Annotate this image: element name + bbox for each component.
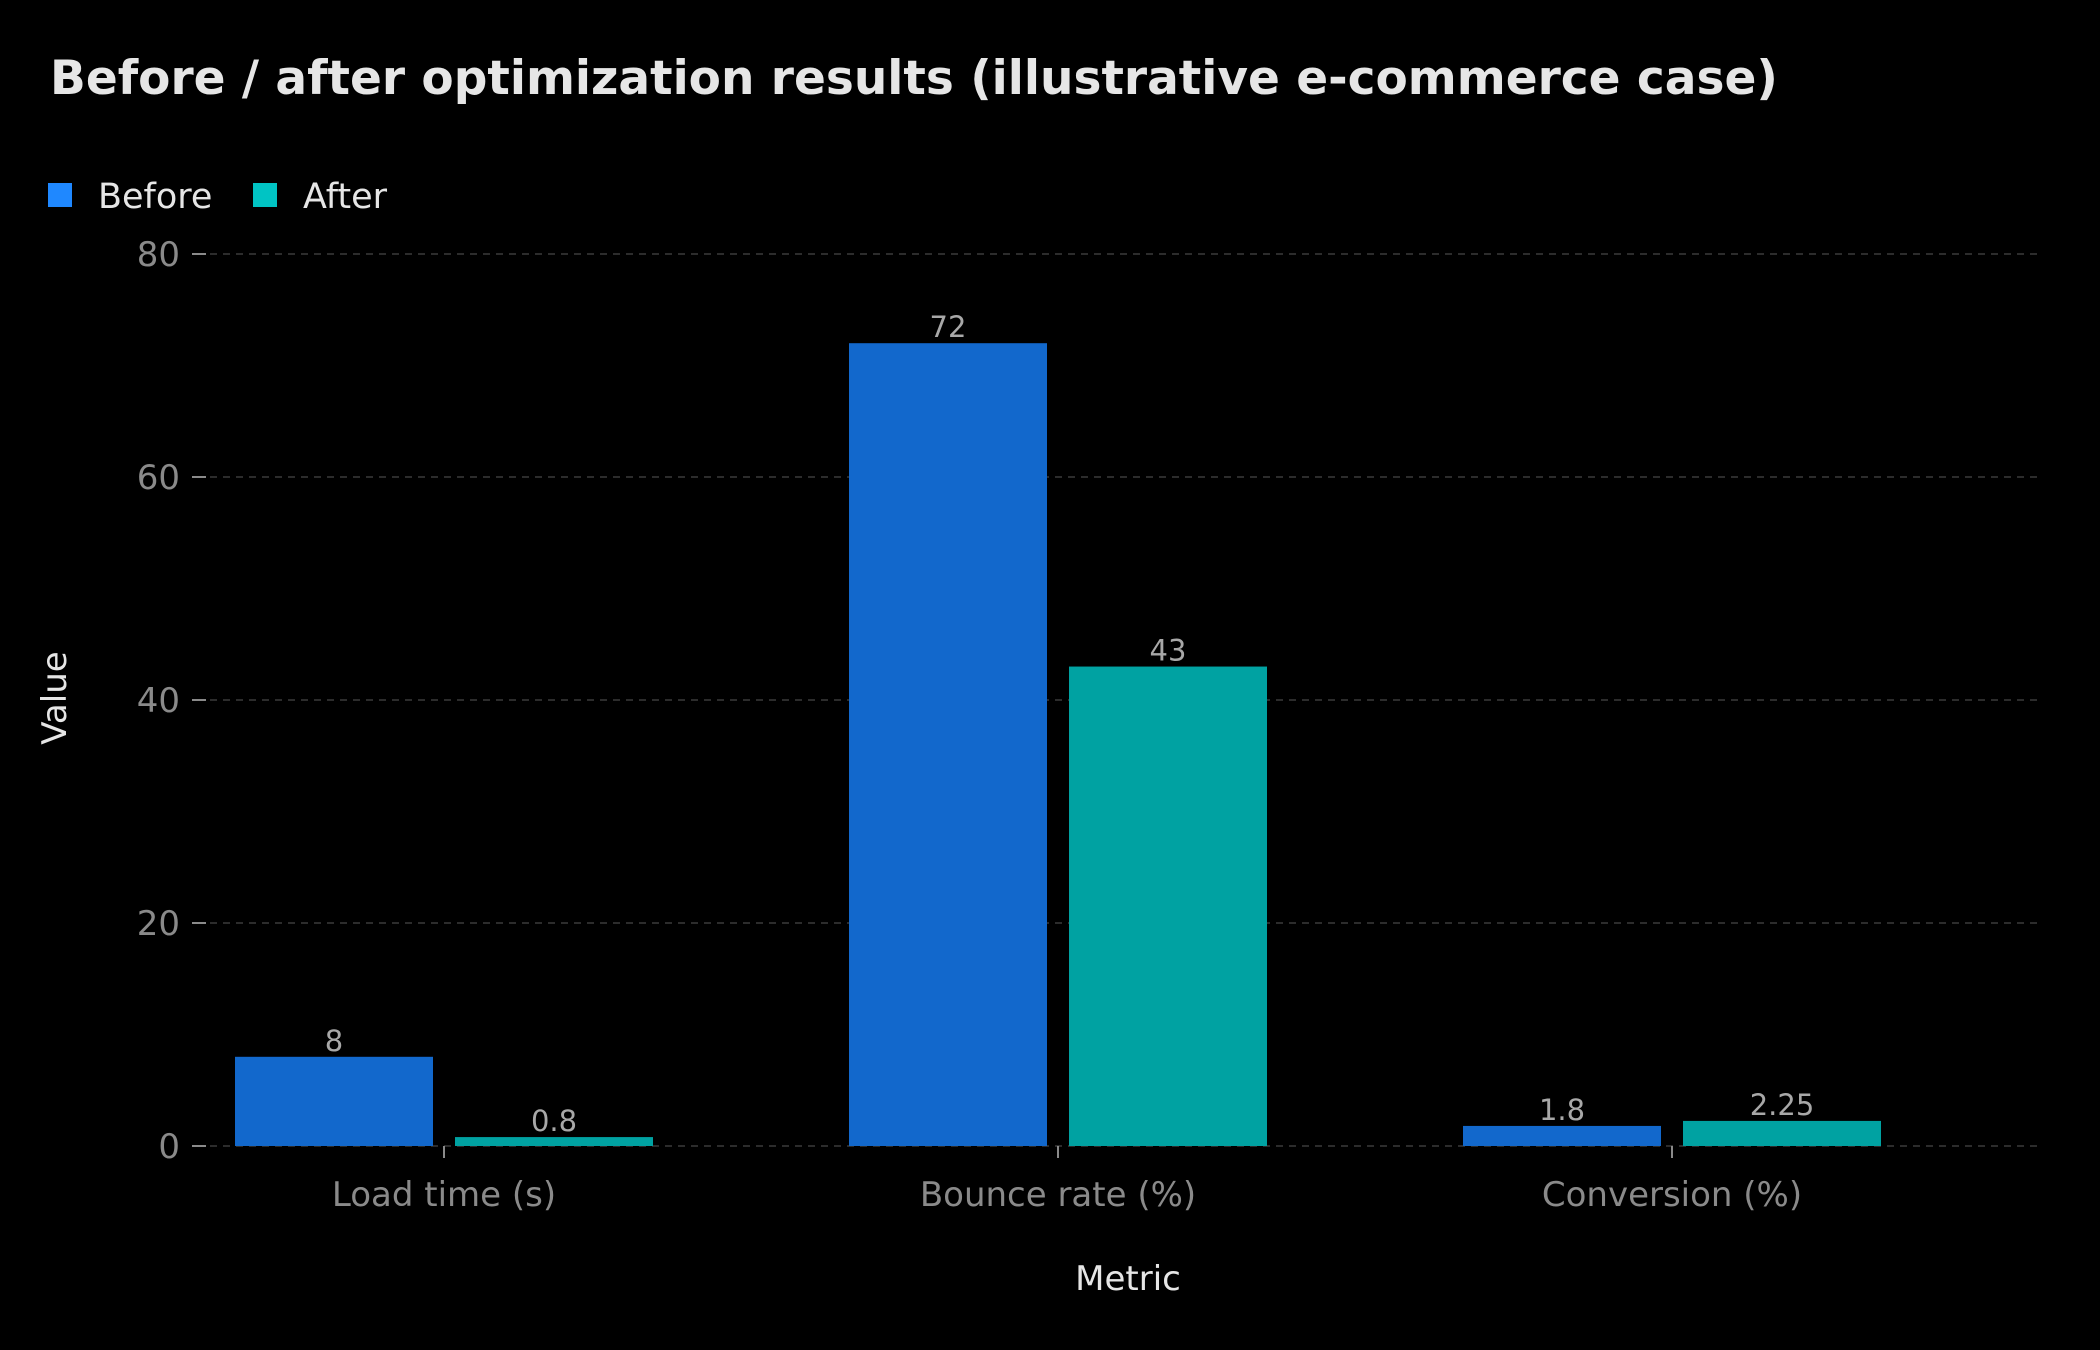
bar-after-0 [455, 1137, 653, 1146]
bar-value-label: 72 [930, 310, 967, 344]
bar-before-2 [1463, 1125, 1661, 1146]
bar-value-label: 2.25 [1750, 1088, 1815, 1122]
bar-after-2 [1683, 1120, 1881, 1146]
legend-swatch-after [253, 183, 277, 207]
y-axis: 0 20 40 60 80 [137, 235, 206, 1167]
bar-value-label: 0.8 [531, 1104, 577, 1138]
legend-label-before: Before [98, 177, 212, 217]
x-tick-label: Load time (s) [332, 1175, 556, 1215]
bar-before-1 [849, 343, 1047, 1146]
x-tick-label: Conversion (%) [1542, 1175, 1802, 1215]
y-axis-label: Value [35, 651, 75, 744]
legend-label-after: After [303, 177, 388, 217]
bar-value-label: 8 [325, 1024, 343, 1058]
legend: Before After [48, 177, 388, 217]
bars [235, 343, 1881, 1146]
bar-after-1 [1069, 666, 1267, 1146]
bar-before-0 [235, 1056, 433, 1146]
y-tick-label: 80 [137, 235, 180, 275]
legend-swatch-before [48, 183, 72, 207]
x-axis-label: Metric [1075, 1259, 1181, 1299]
x-tick-label: Bounce rate (%) [920, 1175, 1196, 1215]
y-tick-label: 60 [137, 458, 180, 498]
y-tick-label: 0 [158, 1127, 180, 1167]
y-tick-label: 40 [137, 681, 180, 721]
chart-title: Before / after optimization results (ill… [50, 51, 1778, 106]
bar-value-label: 1.8 [1539, 1093, 1585, 1127]
x-axis: Load time (s) Bounce rate (%) Conversion (… [332, 1146, 1802, 1215]
bar-labels: 8 0.8 72 43 1.8 2.25 [325, 310, 1815, 1138]
bar-value-label: 43 [1150, 634, 1187, 668]
y-tick-label: 20 [137, 904, 180, 944]
